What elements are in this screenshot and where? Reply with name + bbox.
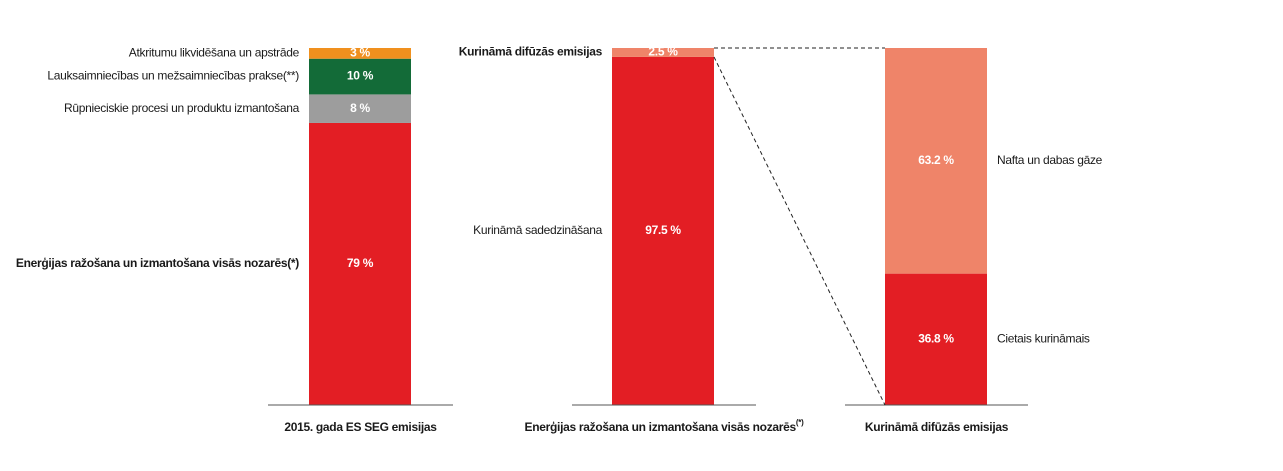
bar-segment xyxy=(309,58,411,95)
bar-segment xyxy=(309,48,411,59)
value-label: 8 % xyxy=(350,101,370,115)
series-label: Rūpnieciskie procesi un produktu izmanto… xyxy=(64,101,300,115)
value-label: 97.5 % xyxy=(645,223,681,237)
value-label: 36.8 % xyxy=(918,331,954,345)
x-tick-label: Kurināmā difūzās emisijas xyxy=(865,420,1009,434)
x-tick-label-text: Enerģijas ražošana un izmantošana visās … xyxy=(525,420,797,434)
connector xyxy=(713,56,886,406)
value-label: 2.5 % xyxy=(648,45,678,59)
series-label: Kurināmā difūzās emisijas xyxy=(459,45,603,59)
bar-segment xyxy=(885,273,987,405)
bar-segment xyxy=(309,122,411,405)
value-label: 63.2 % xyxy=(918,153,954,167)
x-tick-label: 2015. gada ES SEG emisijas xyxy=(284,420,437,434)
value-label: 10 % xyxy=(347,69,374,83)
bar-segment xyxy=(612,48,714,57)
series-label: Lauksaimniecības un mežsaimniecības prak… xyxy=(47,69,299,83)
series-label: Nafta un dabas gāze xyxy=(997,153,1103,167)
x-tick-label-text: 2015. gada ES SEG emisijas xyxy=(284,420,437,434)
value-label: 3 % xyxy=(350,46,370,60)
bar-segment xyxy=(885,48,987,274)
x-tick-label: Enerģijas ražošana un izmantošana visās … xyxy=(525,418,805,434)
value-label: 79 % xyxy=(347,256,374,270)
x-tick-label-superscript: (*) xyxy=(796,418,804,427)
series-label: Enerģijas ražošana un izmantošana visās … xyxy=(16,256,299,270)
x-tick-label-text: Kurināmā difūzās emisijas xyxy=(865,420,1009,434)
series-label: Atkritumu likvidēšana un apstrāde xyxy=(129,46,300,60)
series-label: Cietais kurināmais xyxy=(997,331,1090,345)
series-label: Kurināmā sadedzināšana xyxy=(473,223,602,237)
bar-segment xyxy=(309,94,411,123)
bar-segment xyxy=(612,56,714,406)
